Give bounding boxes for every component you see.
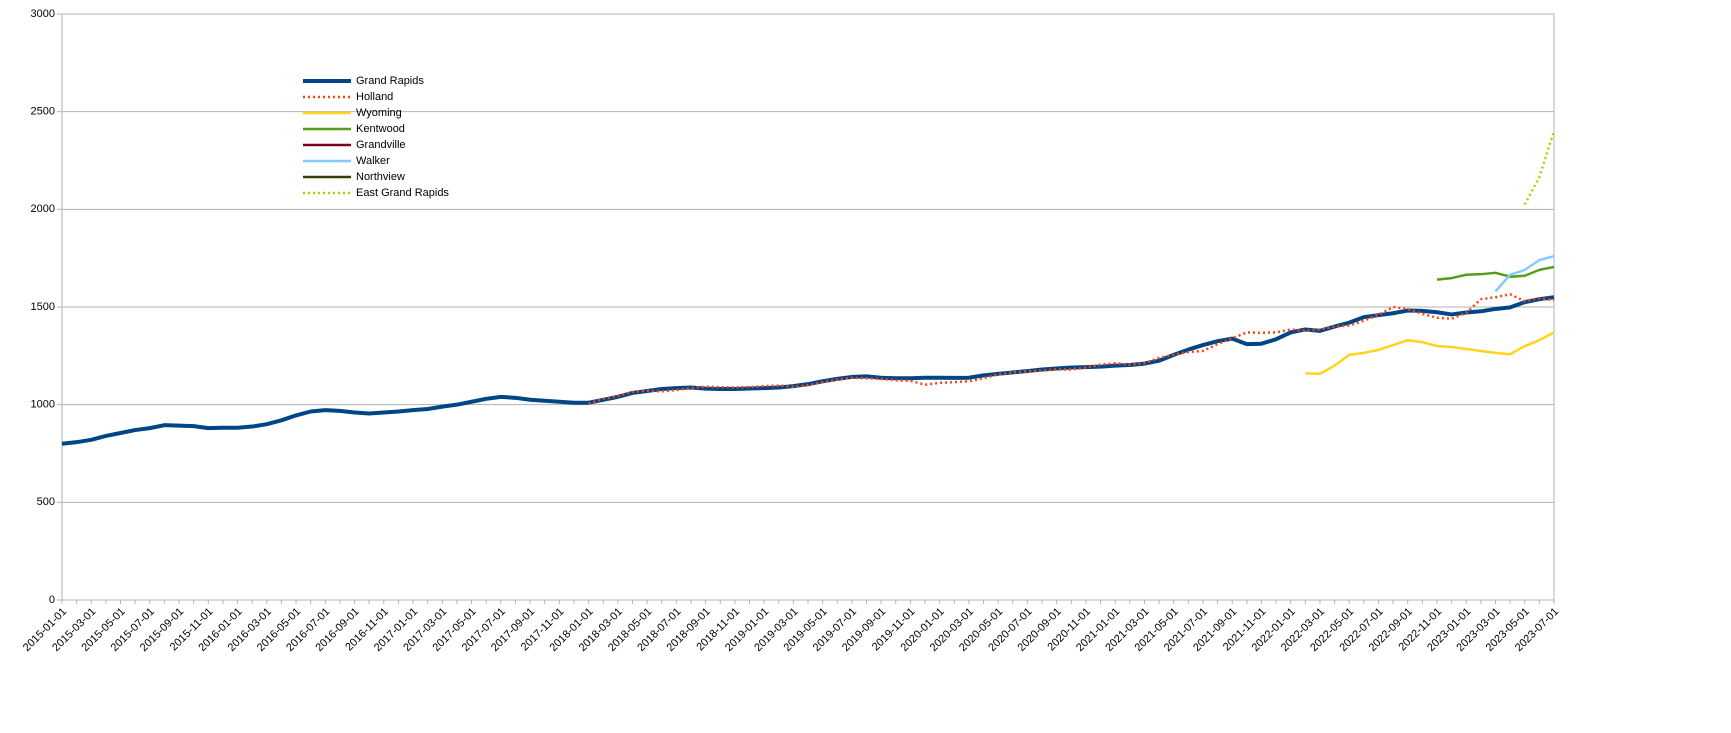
legend-label: Grand Rapids [356, 75, 424, 87]
series-line [61, 295, 1555, 446]
series-line [1305, 331, 1555, 376]
series-line [1436, 265, 1555, 281]
y-tick-label: 2500 [31, 106, 55, 118]
legend-label: Grandville [356, 139, 406, 151]
legend-label: Kentwood [356, 123, 405, 135]
series-line [1494, 255, 1555, 293]
series-line [588, 293, 1555, 405]
y-tick-label: 500 [37, 496, 55, 508]
y-tick-label: 1500 [31, 301, 55, 313]
y-tick-label: 0 [49, 594, 55, 606]
series-line [1523, 130, 1556, 206]
legend-label: Wyoming [356, 107, 402, 119]
y-tick-label: 1000 [31, 399, 55, 411]
legend-label: Northview [356, 171, 405, 183]
y-tick-label: 2000 [31, 203, 55, 215]
legend-label: East Grand Rapids [356, 187, 449, 199]
y-tick-label: 3000 [31, 8, 55, 20]
legend-label: Holland [356, 91, 393, 103]
legend-label: Walker [356, 155, 390, 167]
